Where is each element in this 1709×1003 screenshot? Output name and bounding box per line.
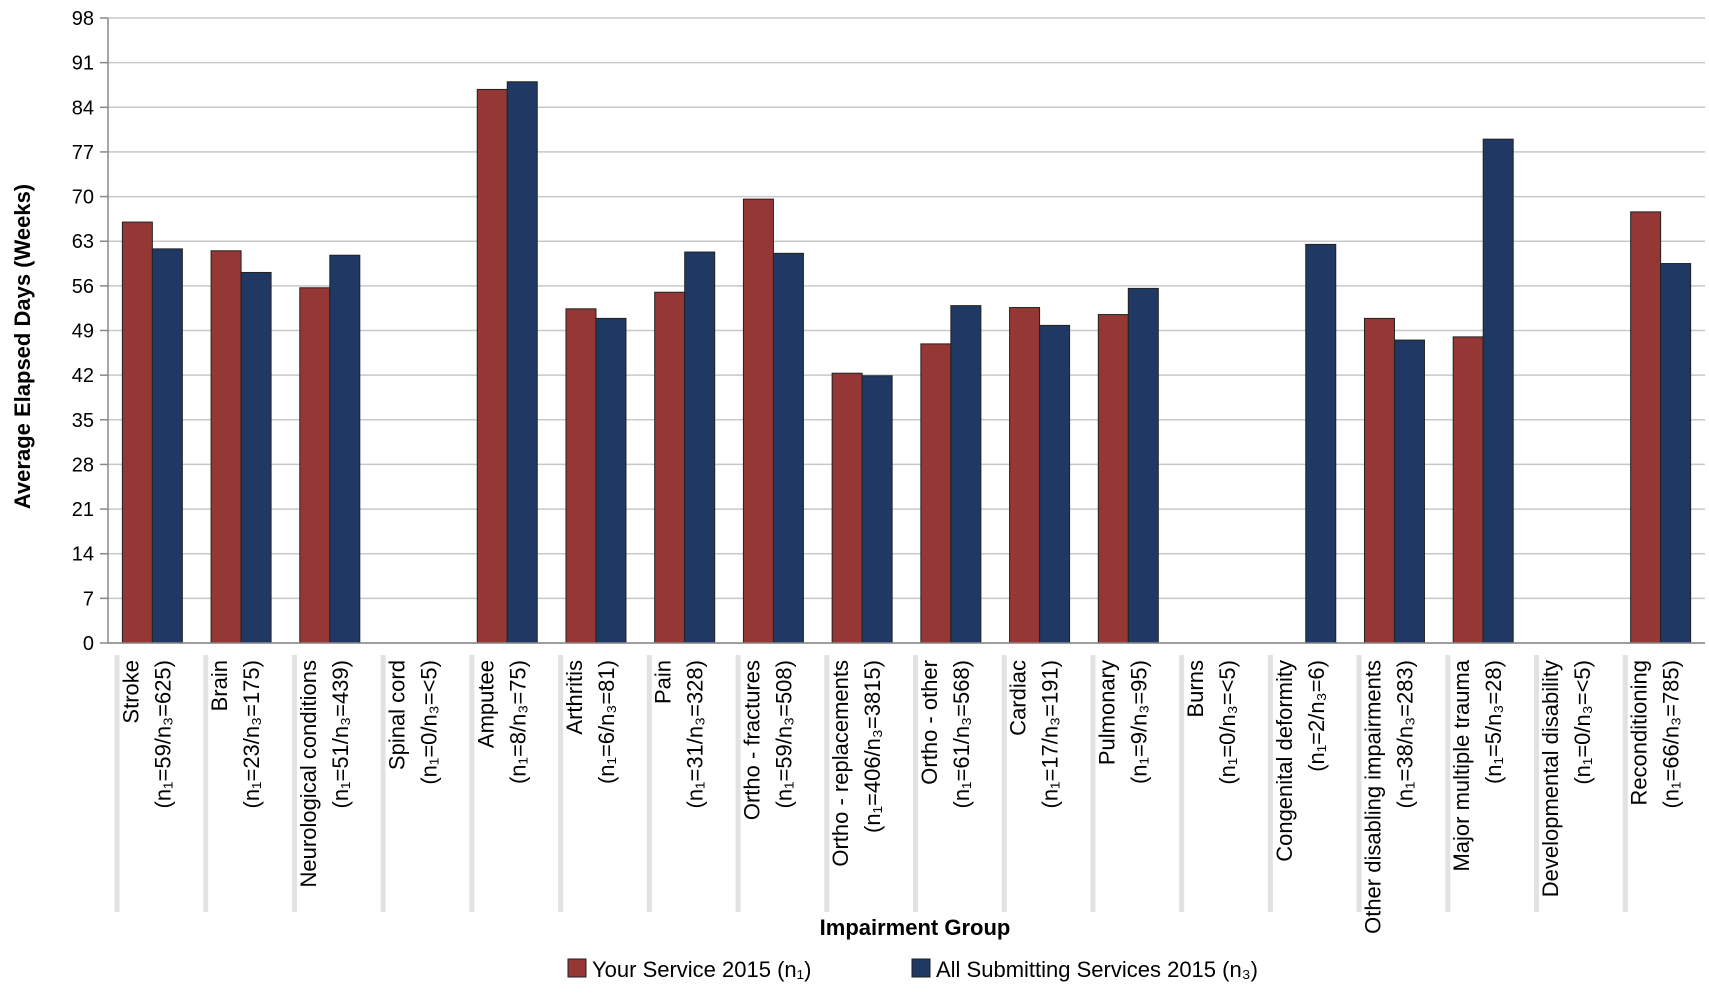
y-tick-label: 70 <box>72 187 94 209</box>
bar-all-services <box>861 375 893 644</box>
y-axis-ticks: 0 7 14 21 28 35 42 49 56 63 70 77 84 91 98 <box>72 8 108 655</box>
y-tick-label: 63 <box>72 231 94 253</box>
legend-swatch-your-service <box>567 958 587 978</box>
y-tick-label: 56 <box>72 276 94 298</box>
bar-all-services <box>1393 339 1425 644</box>
category-label: (n₁=9/n₃=95) <box>1126 660 1151 784</box>
category-label: Spinal cord <box>385 660 410 770</box>
category-label: (n₁=0/n₃=<5) <box>1215 660 1240 785</box>
category-label: Major multiple trauma <box>1449 659 1474 871</box>
bar-all-services <box>1305 243 1337 644</box>
bar-your-service <box>742 198 774 644</box>
bar-all-services <box>506 81 538 644</box>
category-label: (n₁=31/n₃=328) <box>683 660 708 809</box>
bar-all-services <box>1127 287 1159 644</box>
y-tick-label: 91 <box>72 53 94 75</box>
y-tick-label: 49 <box>72 321 94 343</box>
y-tick-label: 98 <box>72 8 94 30</box>
bars <box>121 81 1692 644</box>
y-tick-label: 7 <box>83 588 94 610</box>
category-label: (n₁=2/n₃=6) <box>1304 660 1329 772</box>
bar-all-services <box>950 305 982 644</box>
bar-your-service <box>1009 307 1041 644</box>
bar-your-service <box>1097 314 1129 644</box>
category-label: Amputee <box>473 660 498 748</box>
category-label: (n₁=8/n₃=75) <box>505 660 530 784</box>
category-label: Ortho - other <box>917 660 942 785</box>
category-label: (n₁=66/n₃=785) <box>1659 660 1684 809</box>
bar-your-service <box>299 287 331 644</box>
bar-all-services <box>595 317 627 644</box>
category-label: (n₁=23/n₃=175) <box>239 660 264 809</box>
bar-your-service <box>1452 336 1484 644</box>
category-label: (n₁=6/n₃=81) <box>594 660 619 784</box>
bar-your-service <box>831 372 863 644</box>
y-tick-label: 84 <box>72 97 94 119</box>
category-label: Developmental disability <box>1538 660 1563 897</box>
category-label: Reconditioning <box>1627 660 1652 806</box>
bar-all-services <box>1482 138 1514 644</box>
category-label: Burns <box>1183 660 1208 717</box>
bar-all-services <box>1039 324 1071 644</box>
bar-all-services <box>684 251 716 644</box>
bar-your-service <box>920 343 952 644</box>
y-tick-label: 0 <box>83 633 94 655</box>
bar-your-service <box>565 308 597 644</box>
category-label: Brain <box>207 660 232 711</box>
category-label: (n₁=0/n₃=<5) <box>1570 660 1595 785</box>
category-label: Congenital deformity <box>1272 660 1297 862</box>
category-label: (n₁=17/n₃=191) <box>1038 660 1063 809</box>
category-label: (n₁=5/n₃=28) <box>1481 660 1506 784</box>
bar-your-service <box>1363 317 1395 644</box>
category-label: Ortho - fractures <box>739 660 764 820</box>
category-label: (n₁=51/n₃=439) <box>328 660 353 809</box>
bar-your-service <box>654 291 686 644</box>
bar-all-services <box>240 271 272 644</box>
gridlines <box>108 17 1705 644</box>
y-axis-title: Average Elapsed Days (Weeks) <box>10 184 35 509</box>
bar-your-service <box>210 250 242 644</box>
legend-label-all-services: All Submitting Services 2015 (n₃) <box>936 957 1258 982</box>
y-tick-label: 35 <box>72 410 94 432</box>
y-tick-label: 28 <box>72 454 94 476</box>
bar-all-services <box>151 248 183 644</box>
category-label: (n₁=59/n₃=625) <box>150 660 175 809</box>
x-axis-categories: Stroke (n₁=59/n₃=625) Brain (n₁=23/n₃=175) N… <box>114 655 1684 934</box>
legend-swatch-all-services <box>911 958 931 978</box>
y-tick-label: 14 <box>72 544 94 566</box>
category-label: (n₁=38/n₃=283) <box>1392 660 1417 809</box>
axes <box>107 18 1705 644</box>
bar-your-service <box>476 88 508 644</box>
category-label: Ortho - replacements <box>828 660 853 867</box>
category-label: (n₁=0/n₃=<5) <box>417 660 442 785</box>
category-label: (n₁=61/n₃=568) <box>949 660 974 809</box>
category-label: (n₁=406/n₃=3815) <box>860 660 885 833</box>
category-label: (n₁=59/n₃=508) <box>771 660 796 809</box>
bar-all-services <box>772 252 804 644</box>
bar-your-service <box>121 221 153 644</box>
x-axis-title: Impairment Group <box>820 915 1011 940</box>
bar-all-services <box>329 254 361 644</box>
y-tick-label: 21 <box>72 499 94 521</box>
legend-label-your-service: Your Service 2015 (n₁) <box>592 957 811 982</box>
category-label: Pain <box>651 660 676 704</box>
legend: Your Service 2015 (n₁) All Submitting Se… <box>567 957 1258 982</box>
y-tick-label: 42 <box>72 365 94 387</box>
bar-your-service <box>1630 211 1662 644</box>
category-label: Stroke <box>118 660 143 724</box>
category-label: Arthritis <box>562 660 587 735</box>
category-label: Other disabling impairments <box>1360 660 1385 934</box>
category-label: Cardiac <box>1006 660 1031 736</box>
bar-all-services <box>1660 263 1692 644</box>
category-label: Neurological conditions <box>296 660 321 887</box>
y-tick-label: 77 <box>72 142 94 164</box>
category-label: Pulmonary <box>1094 660 1119 765</box>
